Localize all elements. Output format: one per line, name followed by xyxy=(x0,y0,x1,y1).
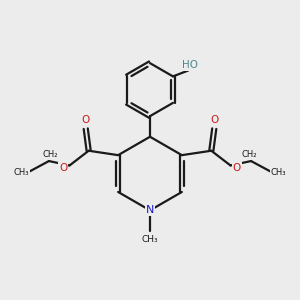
Text: O: O xyxy=(233,163,241,173)
Text: CH₃: CH₃ xyxy=(14,168,29,177)
Text: CH₃: CH₃ xyxy=(142,235,158,244)
Text: CH₃: CH₃ xyxy=(271,168,286,177)
Text: N: N xyxy=(146,206,154,215)
Text: O: O xyxy=(210,116,218,125)
Text: CH₂: CH₂ xyxy=(242,150,257,159)
Text: HO: HO xyxy=(182,60,198,70)
Text: O: O xyxy=(59,163,67,173)
Text: O: O xyxy=(82,116,90,125)
Text: CH₂: CH₂ xyxy=(43,150,58,159)
